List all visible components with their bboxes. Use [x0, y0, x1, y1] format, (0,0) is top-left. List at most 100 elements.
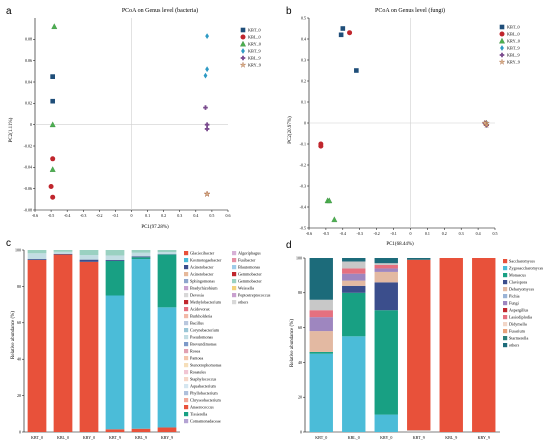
legend-swatch — [232, 279, 237, 284]
legend-swatch — [184, 405, 189, 410]
legend-swatch — [184, 307, 189, 312]
bar-segment-debaryomyces — [342, 268, 366, 274]
bar-segment-others — [309, 258, 333, 300]
panel-c-ylabel: Relative abundance (%) — [11, 311, 16, 359]
panel-a-xlabel: PC1(97.28%) — [141, 225, 169, 230]
panel-d-ylabel: Relative abundance (%) — [290, 319, 295, 367]
y-tick-label: 100 — [296, 255, 302, 260]
y-tick-label: 0.06 — [25, 58, 32, 63]
x-tick-label: 0.5 — [493, 231, 498, 236]
panel-d-stacked-bar: 0 20 40 60 80 100 KBT_0 KBL_0 KRY_0 KBT_9 KBL_9 KRY… — [290, 255, 544, 440]
bar-segment-anaerococcus — [105, 295, 125, 430]
bar-segment-others — [105, 250, 125, 256]
bar-segment-anaerococcus — [131, 259, 151, 429]
legend-label: KRY_0 — [248, 42, 261, 47]
legend-swatch — [184, 419, 189, 424]
legend-label: Gemmobacter — [238, 279, 262, 284]
bar-segment-glaciecibacter — [157, 427, 177, 432]
bar-segment-acinetobacter — [79, 259, 99, 262]
legend-label: Gemmobacter — [238, 272, 262, 277]
x-category-label: KBL_0 — [348, 435, 360, 440]
bar-segment-others — [131, 250, 151, 253]
legend-marker-kbl_9 — [499, 52, 505, 58]
y-tick-label: 0.04 — [25, 79, 32, 84]
legend-label: Acinetobacter — [190, 265, 214, 270]
legend-marker-kry_0 — [499, 37, 505, 44]
panel-a-title: PCoA on Genus level (bacteria) — [122, 7, 198, 14]
legend-label: Lasiodiplodia — [509, 315, 532, 320]
bar-segment-glaciecibacter — [79, 261, 99, 432]
legend-swatch — [232, 272, 237, 277]
x-tick-label: 0.6 — [226, 213, 231, 218]
y-tick-label: -0.06 — [24, 186, 32, 191]
legend-label: Bacillus — [190, 321, 204, 326]
legend-swatch — [184, 300, 189, 305]
bar-segment-others — [27, 250, 47, 254]
legend-swatch — [503, 294, 508, 299]
bar-segment-pichia — [309, 317, 333, 332]
x-category-label: KBT_0 — [315, 435, 327, 440]
bar-segment-pseudomonas — [131, 252, 151, 257]
legend-swatch — [503, 273, 508, 278]
x-category-label: KRY_9 — [161, 435, 173, 440]
data-point-kbt_0 — [50, 74, 55, 79]
legend-swatch — [184, 342, 189, 347]
legend-label: Fungi — [509, 301, 520, 306]
legend-label: KBT_9 — [507, 46, 520, 51]
y-tick-label: -0.3 — [300, 183, 306, 188]
legend-label: Fusibacter — [238, 258, 256, 263]
legend-label: Weissella — [238, 286, 254, 291]
legend-label: Brevundimonas — [190, 342, 217, 347]
legend-swatch — [232, 258, 237, 263]
legend-label: KBT_0 — [248, 28, 261, 33]
panel-letter-d: d — [286, 240, 292, 251]
legend-label: Phyllobacterium — [190, 391, 218, 396]
bar-segment-pichia — [342, 273, 366, 281]
data-point-kbl_9 — [203, 105, 208, 110]
legend-label: others — [509, 343, 520, 348]
bar-segment-debaryomyces — [374, 264, 398, 269]
legend-label: Rosateles — [190, 370, 206, 375]
bar-segment-zygosaccharomyces — [407, 430, 431, 432]
legend-marker-kry_0 — [240, 40, 246, 47]
bar-segment-acinetobacter — [53, 254, 73, 255]
data-point-kbl_0 — [50, 194, 56, 200]
legend-swatch — [184, 321, 189, 326]
bar-segment-others — [374, 258, 398, 264]
legend-label: Bradyrhizobium — [190, 286, 218, 291]
legend-swatch — [503, 280, 508, 285]
bar-segment-fungi — [342, 280, 366, 286]
legend-swatch — [184, 328, 189, 333]
legend-swatch — [503, 259, 508, 264]
bar-segment-zygosaccharomyces — [374, 263, 398, 265]
bar-segment-pseudomonas — [79, 255, 99, 260]
legend-swatch — [503, 301, 508, 306]
legend-swatch — [503, 287, 508, 292]
x-tick-label: -0.3 — [80, 213, 86, 218]
x-category-label: KBL_9 — [445, 435, 457, 440]
legend-swatch — [503, 336, 508, 341]
legend-label: Methylobacterium — [190, 300, 222, 305]
x-tick-label: 0.1 — [425, 231, 430, 236]
y-tick-label: 20 — [298, 395, 302, 400]
legend-swatch — [184, 349, 189, 354]
legend-label: Fusarium — [509, 329, 526, 334]
bar-segment-glaciecibacter — [53, 254, 73, 432]
data-point-kbl_9 — [204, 122, 210, 127]
bar-segment-anaerococcus — [157, 307, 177, 428]
bar-segment-pseudomonas — [53, 251, 73, 255]
y-tick-label: 0 — [304, 120, 306, 125]
bar-segment-others — [407, 258, 431, 260]
y-tick-label: 0 — [19, 429, 21, 434]
bar-segment-glaciecibacter — [27, 260, 47, 432]
bar-segment-tissierella — [131, 257, 151, 260]
legend-label: Didymella — [509, 322, 527, 327]
bar-segment-acinetobacter — [27, 259, 47, 261]
x-tick-label: 0.2 — [161, 213, 166, 218]
y-tick-label: 40 — [298, 360, 302, 365]
legend-label: KBT_0 — [507, 25, 520, 30]
bar-segment-acinetobacter — [105, 260, 125, 261]
data-point-kry_0 — [49, 166, 56, 172]
bar-segment-tissierella — [105, 260, 125, 296]
